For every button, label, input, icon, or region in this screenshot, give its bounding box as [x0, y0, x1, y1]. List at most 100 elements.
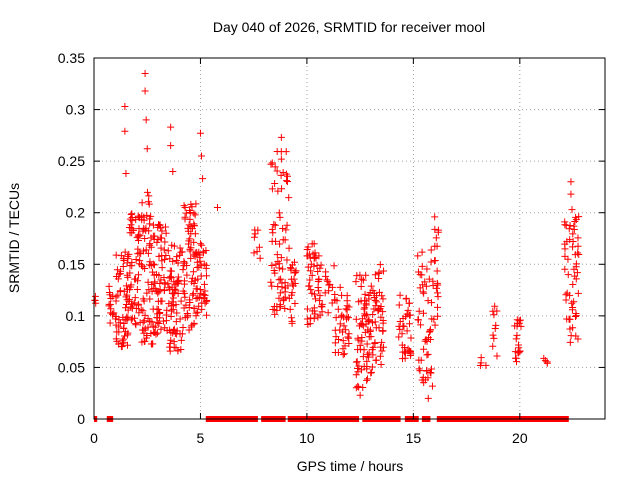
- data-point: [172, 301, 180, 309]
- data-point: [338, 311, 346, 319]
- data-point: [186, 235, 194, 243]
- data-point: [142, 334, 150, 342]
- data-point: [139, 318, 147, 326]
- data-point: [120, 339, 128, 347]
- data-point: [133, 286, 141, 294]
- data-point: [431, 213, 439, 221]
- data-point: [354, 346, 362, 354]
- data-point: [181, 293, 189, 301]
- data-point: [140, 317, 148, 325]
- data-point: [434, 228, 442, 236]
- data-point: [376, 352, 384, 360]
- data-point: [561, 245, 569, 253]
- data-point: [273, 167, 281, 175]
- data-point: [433, 289, 441, 297]
- y-tick-label: 0.25: [58, 153, 85, 169]
- data-point: [306, 276, 314, 284]
- data-point: [334, 349, 342, 357]
- data-point: [371, 271, 379, 279]
- data-point: [277, 133, 285, 141]
- data-point: [177, 336, 185, 344]
- data-point: [156, 234, 164, 242]
- data-point: [428, 299, 436, 307]
- data-point: [345, 340, 353, 348]
- data-point: [368, 363, 376, 371]
- data-point: [126, 269, 134, 277]
- data-point: [574, 289, 582, 297]
- data-point: [369, 343, 377, 351]
- data-point: [198, 152, 206, 160]
- data-point: [156, 309, 164, 317]
- y-tick-label: 0: [77, 411, 85, 427]
- data-point: [172, 318, 180, 326]
- data-point: [563, 289, 571, 297]
- data-point: [304, 243, 312, 251]
- data-point: [270, 220, 278, 228]
- data-point: [378, 347, 386, 355]
- data-point: [317, 261, 325, 269]
- data-point: [194, 294, 202, 302]
- data-point: [188, 225, 196, 233]
- data-point: [404, 306, 412, 314]
- data-point: [130, 226, 138, 234]
- data-point: [253, 248, 261, 256]
- data-point: [367, 368, 375, 376]
- data-point: [561, 218, 569, 226]
- data-point: [375, 268, 383, 276]
- data-point: [308, 240, 316, 248]
- data-point: [256, 254, 264, 262]
- data-point: [379, 316, 387, 324]
- data-point: [398, 341, 406, 349]
- y-tick-label: 0.3: [66, 102, 86, 118]
- data-point: [198, 241, 206, 249]
- data-point: [193, 263, 201, 271]
- data-point: [379, 327, 387, 335]
- data-point: [141, 87, 149, 95]
- data-point: [337, 313, 345, 321]
- data-point: [287, 314, 295, 322]
- data-point: [166, 339, 174, 347]
- data-point: [308, 271, 316, 279]
- data-point: [345, 314, 353, 322]
- data-point: [143, 289, 151, 297]
- data-point: [366, 328, 374, 336]
- data-point: [192, 294, 200, 302]
- data-point: [151, 323, 159, 331]
- data-point: [380, 267, 388, 275]
- data-point: [371, 339, 379, 347]
- data-point: [177, 297, 185, 305]
- data-point: [370, 305, 378, 313]
- data-point: [314, 283, 322, 291]
- data-point: [195, 293, 203, 301]
- data-point: [272, 237, 280, 245]
- data-point: [160, 287, 168, 295]
- data-point: [131, 299, 139, 307]
- data-point: [569, 230, 577, 238]
- x-tick-label: 20: [512, 430, 528, 446]
- data-point: [119, 255, 127, 263]
- data-point: [183, 271, 191, 279]
- data-point: [332, 314, 340, 322]
- data-point: [270, 266, 278, 274]
- data-point: [330, 262, 338, 270]
- data-point: [421, 278, 429, 286]
- data-point: [270, 302, 278, 310]
- data-point: [512, 354, 520, 362]
- data-point: [361, 328, 369, 336]
- data-point: [194, 275, 202, 283]
- data-point: [431, 256, 439, 264]
- data-point: [281, 304, 289, 312]
- data-point: [345, 303, 353, 311]
- data-point: [316, 264, 324, 272]
- data-point: [415, 307, 423, 315]
- y-tick-label: 0.15: [58, 256, 85, 272]
- data-point: [283, 221, 291, 229]
- data-point: [352, 358, 360, 366]
- data-point: [310, 304, 318, 312]
- data-point: [377, 360, 385, 368]
- data-point: [354, 382, 362, 390]
- data-point: [369, 311, 377, 319]
- data-point: [566, 338, 574, 346]
- y-tick-label: 0.35: [58, 50, 85, 66]
